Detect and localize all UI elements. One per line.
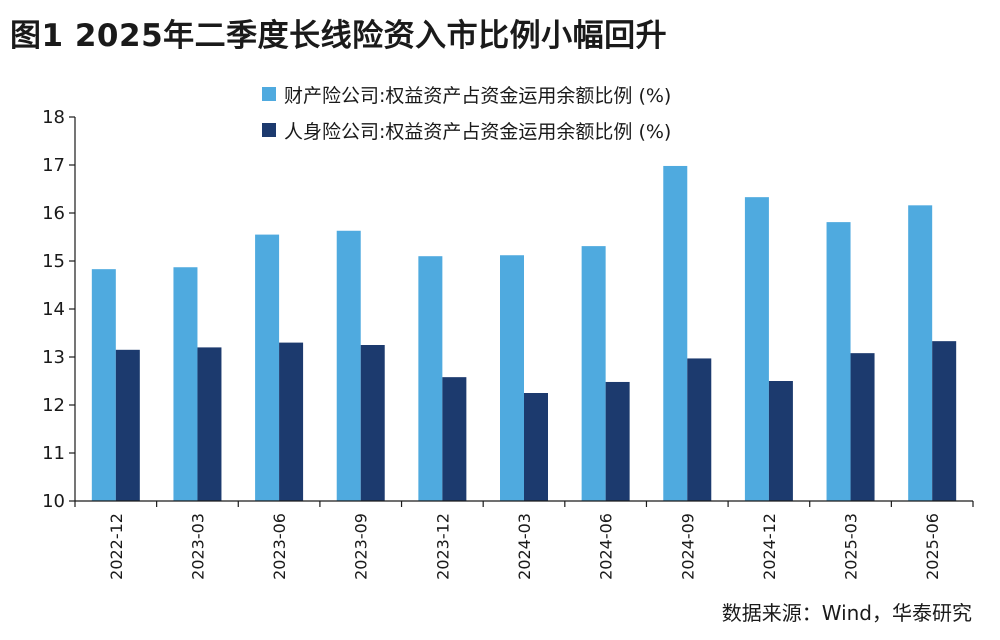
- y-tick-label: 11: [42, 443, 65, 464]
- legend-item-series1: 财产险公司:权益资产占资金运用余额比例 (%): [262, 76, 671, 112]
- bar-series2-2025-03: [850, 353, 875, 501]
- bar-series2-2025-06: [932, 341, 957, 501]
- x-tick-label: 2025-03: [842, 513, 861, 580]
- y-tick-label: 17: [42, 155, 65, 176]
- bar-series2-2024-09: [687, 358, 712, 501]
- bar-series1-2024-06: [581, 246, 606, 501]
- bar-series2-2022-12: [115, 349, 140, 501]
- bar-series1-2025-03: [826, 222, 851, 501]
- y-tick-label: 16: [42, 203, 65, 224]
- bar-series2-2023-03: [197, 347, 222, 501]
- x-tick-label: 2023-12: [433, 513, 452, 580]
- bar-series2-2023-06: [279, 342, 304, 501]
- y-tick-label: 15: [42, 251, 65, 272]
- legend-label-series2: 人身险公司:权益资产占资金运用余额比例 (%): [284, 120, 672, 143]
- source-note: 数据来源：Wind，华泰研究: [721, 601, 972, 625]
- x-tick-label: 2023-06: [270, 513, 289, 580]
- legend-item-series2: 人身险公司:权益资产占资金运用余额比例 (%): [262, 112, 671, 148]
- y-tick-label: 13: [42, 347, 65, 368]
- y-tick-label: 12: [42, 395, 65, 416]
- chart-title: 图1 2025年二季度长线险资入市比例小幅回升: [10, 18, 668, 54]
- bar-series2-2024-12: [768, 381, 793, 501]
- legend-swatch-series1: [262, 87, 276, 101]
- x-tick-label: 2025-06: [923, 513, 942, 580]
- bar-series1-2023-03: [173, 267, 198, 501]
- bar-series1-2024-09: [663, 165, 688, 501]
- y-tick-label: 18: [42, 107, 65, 128]
- legend-swatch-series2: [262, 123, 276, 137]
- y-tick-label: 10: [42, 491, 65, 512]
- bar-series2-2023-12: [442, 377, 467, 501]
- x-tick-label: 2023-03: [188, 513, 207, 580]
- legend: 财产险公司:权益资产占资金运用余额比例 (%) 人身险公司:权益资产占资金运用余…: [262, 76, 671, 148]
- x-tick-label: 2024-12: [760, 513, 779, 580]
- bar-series1-2024-03: [500, 255, 524, 501]
- legend-label-series1: 财产险公司:权益资产占资金运用余额比例 (%): [284, 84, 672, 107]
- bar-series2-2023-09: [360, 345, 385, 501]
- bar-series1-2023-09: [336, 230, 361, 501]
- x-tick-label: 2024-03: [515, 513, 534, 580]
- y-tick-label: 14: [42, 299, 65, 320]
- bar-series2-2024-06: [605, 381, 630, 501]
- bar-series1-2023-06: [255, 234, 280, 501]
- x-tick-label: 2023-09: [352, 513, 371, 580]
- x-tick-label: 2024-09: [678, 513, 697, 580]
- bar-series2-2024-03: [524, 393, 548, 501]
- bar-series1-2023-12: [418, 256, 443, 501]
- x-tick-label: 2024-06: [597, 513, 616, 580]
- bar-series1-2024-12: [744, 197, 769, 501]
- bar-series1-2022-12: [91, 269, 116, 501]
- bar-series1-2025-06: [908, 205, 933, 501]
- x-tick-label: 2022-12: [107, 513, 126, 580]
